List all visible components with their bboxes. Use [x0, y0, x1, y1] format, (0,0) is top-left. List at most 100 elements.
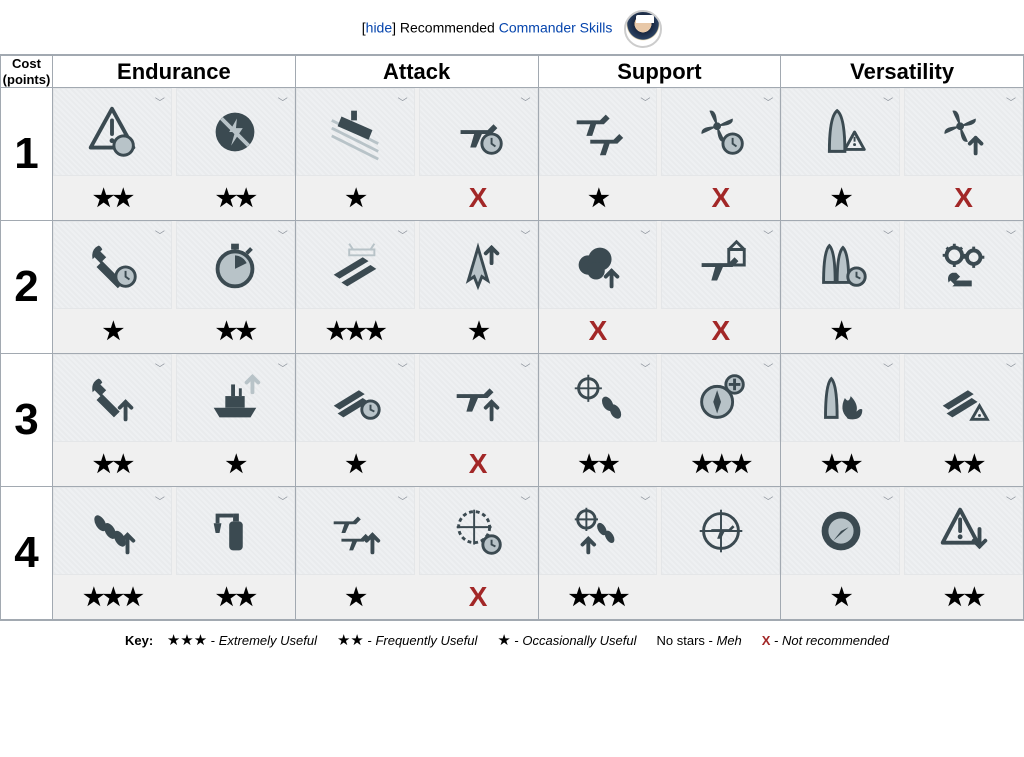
prop-clock-icon[interactable]: ﹀ — [661, 88, 780, 176]
plane-target-icon[interactable]: ﹀ — [661, 487, 780, 575]
hide-link[interactable]: hide — [366, 20, 392, 36]
skill-box[interactable]: ﹀★ — [781, 88, 900, 220]
skill-box[interactable]: ﹀★★★ — [53, 487, 172, 619]
skill-box[interactable]: ﹀ — [904, 221, 1023, 353]
skill-box[interactable]: ﹀★★ — [539, 354, 658, 486]
skills-cell: ﹀★﹀★★ — [53, 221, 296, 354]
skill-box[interactable]: ﹀★ — [419, 221, 538, 353]
skill-rating: ★ — [781, 575, 900, 619]
skill-box[interactable]: ﹀X — [661, 88, 780, 220]
skills-cell: ﹀★﹀X — [295, 487, 538, 620]
skill-rating: ★ — [781, 309, 900, 353]
radar-ring-icon[interactable]: ﹀ — [781, 487, 900, 575]
skill-box[interactable]: ﹀ ★★ — [53, 88, 172, 220]
planes-cross-icon[interactable]: ﹀ — [539, 88, 658, 176]
gears-wrench-icon[interactable]: ﹀ — [904, 221, 1023, 309]
skill-box[interactable]: ﹀★ — [539, 88, 658, 220]
chevron-down-icon: ﹀ — [521, 94, 531, 109]
skill-rating: X — [661, 176, 780, 220]
skill-box[interactable]: ﹀X — [661, 221, 780, 353]
no-bolt-icon[interactable]: ﹀ — [176, 88, 295, 176]
chevron-down-icon: ﹀ — [278, 493, 288, 508]
skill-box[interactable]: ﹀X — [539, 221, 658, 353]
chevron-down-icon: ﹀ — [883, 360, 893, 375]
torp-clock-icon[interactable]: ﹀ — [296, 354, 415, 442]
wrench-up-icon[interactable]: ﹀ — [53, 354, 172, 442]
plane-home-icon[interactable]: ﹀ — [661, 221, 780, 309]
skills-cell: ﹀★﹀X — [781, 88, 1024, 221]
chevron-down-icon: ﹀ — [398, 493, 408, 508]
skill-rating: ★ — [296, 176, 415, 220]
chevron-down-icon: ﹀ — [1006, 94, 1016, 109]
shell-warn-icon[interactable]: ﹀ — [781, 88, 900, 176]
header: [hide] Recommended Commander Skills — [0, 0, 1024, 55]
skill-box[interactable]: ﹀★ — [781, 487, 900, 619]
plane-clock-icon[interactable]: ﹀ — [419, 88, 538, 176]
skill-box[interactable]: ﹀★ — [781, 221, 900, 353]
skill-box[interactable]: ﹀★★ — [176, 88, 295, 220]
smoke-up-icon[interactable]: ﹀ — [539, 221, 658, 309]
chevron-down-icon: ﹀ — [1006, 360, 1016, 375]
chevron-down-icon: ﹀ — [398, 227, 408, 242]
skill-box[interactable]: ﹀★ — [296, 88, 415, 220]
chevron-down-icon: ﹀ — [763, 94, 773, 109]
stopwatch-icon[interactable]: ﹀ — [176, 221, 295, 309]
rocket-up-icon[interactable]: ﹀ — [419, 221, 538, 309]
chevron-down-icon: ﹀ — [398, 94, 408, 109]
skills-cell: ﹀★★★﹀ — [538, 487, 781, 620]
shells-clock-icon[interactable]: ﹀ — [781, 221, 900, 309]
skill-box[interactable]: ﹀X — [419, 487, 538, 619]
target-bombs-up-icon[interactable]: ﹀ — [539, 487, 658, 575]
torpedoes-icon[interactable]: ﹀ — [296, 221, 415, 309]
chevron-down-icon: ﹀ — [521, 227, 531, 242]
skill-box[interactable]: ﹀★ — [53, 221, 172, 353]
commander-skills-link[interactable]: Commander Skills — [499, 20, 613, 36]
skill-rating: X — [904, 176, 1023, 220]
target-bombs-icon[interactable]: ﹀ — [539, 354, 658, 442]
skill-rating: X — [539, 309, 658, 353]
cost-cell: 2 — [1, 221, 53, 354]
skill-box[interactable]: ﹀★★★ — [296, 221, 415, 353]
reticle-clock-icon[interactable]: ﹀ — [419, 487, 538, 575]
skill-rating: X — [661, 309, 780, 353]
skill-box[interactable]: ﹀X — [904, 88, 1023, 220]
ship-lines-icon[interactable]: ﹀ — [296, 88, 415, 176]
wrench-clock-icon[interactable]: ﹀ — [53, 221, 172, 309]
prop-up-icon[interactable]: ﹀ — [904, 88, 1023, 176]
skill-box[interactable]: ﹀X — [419, 354, 538, 486]
cost-header: Cost (points) — [1, 56, 53, 88]
warn-circle-icon[interactable]: ﹀ — [53, 88, 172, 176]
skills-cell: ﹀★★★﹀★ — [295, 221, 538, 354]
warn-down-icon[interactable]: ﹀ — [904, 487, 1023, 575]
skill-box[interactable]: ﹀★★ — [53, 354, 172, 486]
skill-box[interactable]: ﹀★★ — [904, 487, 1023, 619]
skill-box[interactable]: ﹀★★★ — [661, 354, 780, 486]
skill-box[interactable]: ﹀★★ — [904, 354, 1023, 486]
chevron-down-icon: ﹀ — [278, 227, 288, 242]
skill-rating: ★ — [781, 176, 900, 220]
skill-box[interactable]: ﹀★★★ — [539, 487, 658, 619]
bombs-up-icon[interactable]: ﹀ — [53, 487, 172, 575]
skill-box[interactable]: ﹀★ — [296, 487, 415, 619]
skill-rating: ★★ — [53, 176, 172, 220]
chevron-down-icon: ﹀ — [155, 94, 165, 109]
skills-cell: ﹀★﹀★★ — [781, 487, 1024, 620]
compass-plus-icon[interactable]: ﹀ — [661, 354, 780, 442]
skill-box[interactable]: ﹀★★ — [176, 221, 295, 353]
skill-box[interactable]: ﹀★★ — [176, 487, 295, 619]
skill-box[interactable]: ﹀★ — [296, 354, 415, 486]
plane-up-icon[interactable]: ﹀ — [419, 354, 538, 442]
extinguisher-icon[interactable]: ﹀ — [176, 487, 295, 575]
skill-box[interactable]: ﹀★★ — [781, 354, 900, 486]
ship-up-icon[interactable]: ﹀ — [176, 354, 295, 442]
skill-box[interactable]: ﹀ — [661, 487, 780, 619]
cost-cell: 3 — [1, 354, 53, 487]
shell-fire-icon[interactable]: ﹀ — [781, 354, 900, 442]
chevron-down-icon: ﹀ — [1006, 493, 1016, 508]
planes-up-icon[interactable]: ﹀ — [296, 487, 415, 575]
skill-rating: ★★ — [539, 442, 658, 486]
category-header-support: Support — [538, 56, 781, 88]
skill-box[interactable]: ﹀★ — [176, 354, 295, 486]
torp-warn-icon[interactable]: ﹀ — [904, 354, 1023, 442]
skill-box[interactable]: ﹀X — [419, 88, 538, 220]
